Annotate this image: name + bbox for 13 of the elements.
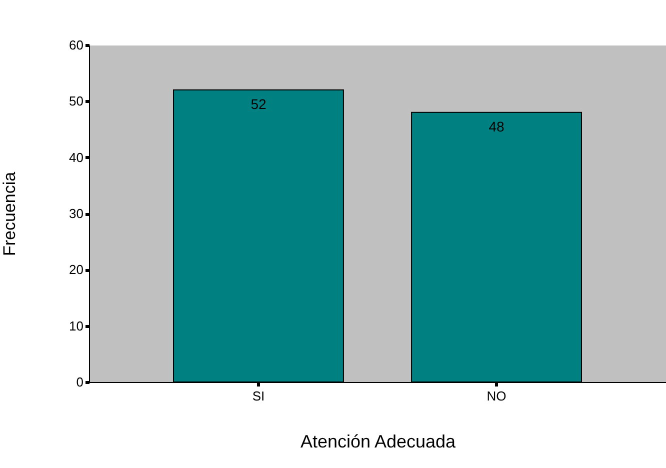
x-tick-label: NO (486, 388, 506, 404)
x-axis-title: Atención Adecuada (300, 432, 457, 452)
x-tick-label: SI (252, 388, 265, 404)
y-axis-title: Frecuencia (0, 171, 20, 256)
data-label: 52 (250, 96, 266, 112)
data-label: 48 (488, 118, 505, 134)
y-tick-label: 30 (69, 206, 84, 221)
y-tick-label: 50 (69, 94, 84, 109)
y-tick-label: 40 (69, 150, 84, 165)
y-tick-label: 60 (69, 38, 84, 52)
y-tick-label: 20 (69, 262, 84, 278)
y-tick-label: 0 (76, 374, 84, 390)
y-tick-label: 10 (69, 318, 84, 334)
